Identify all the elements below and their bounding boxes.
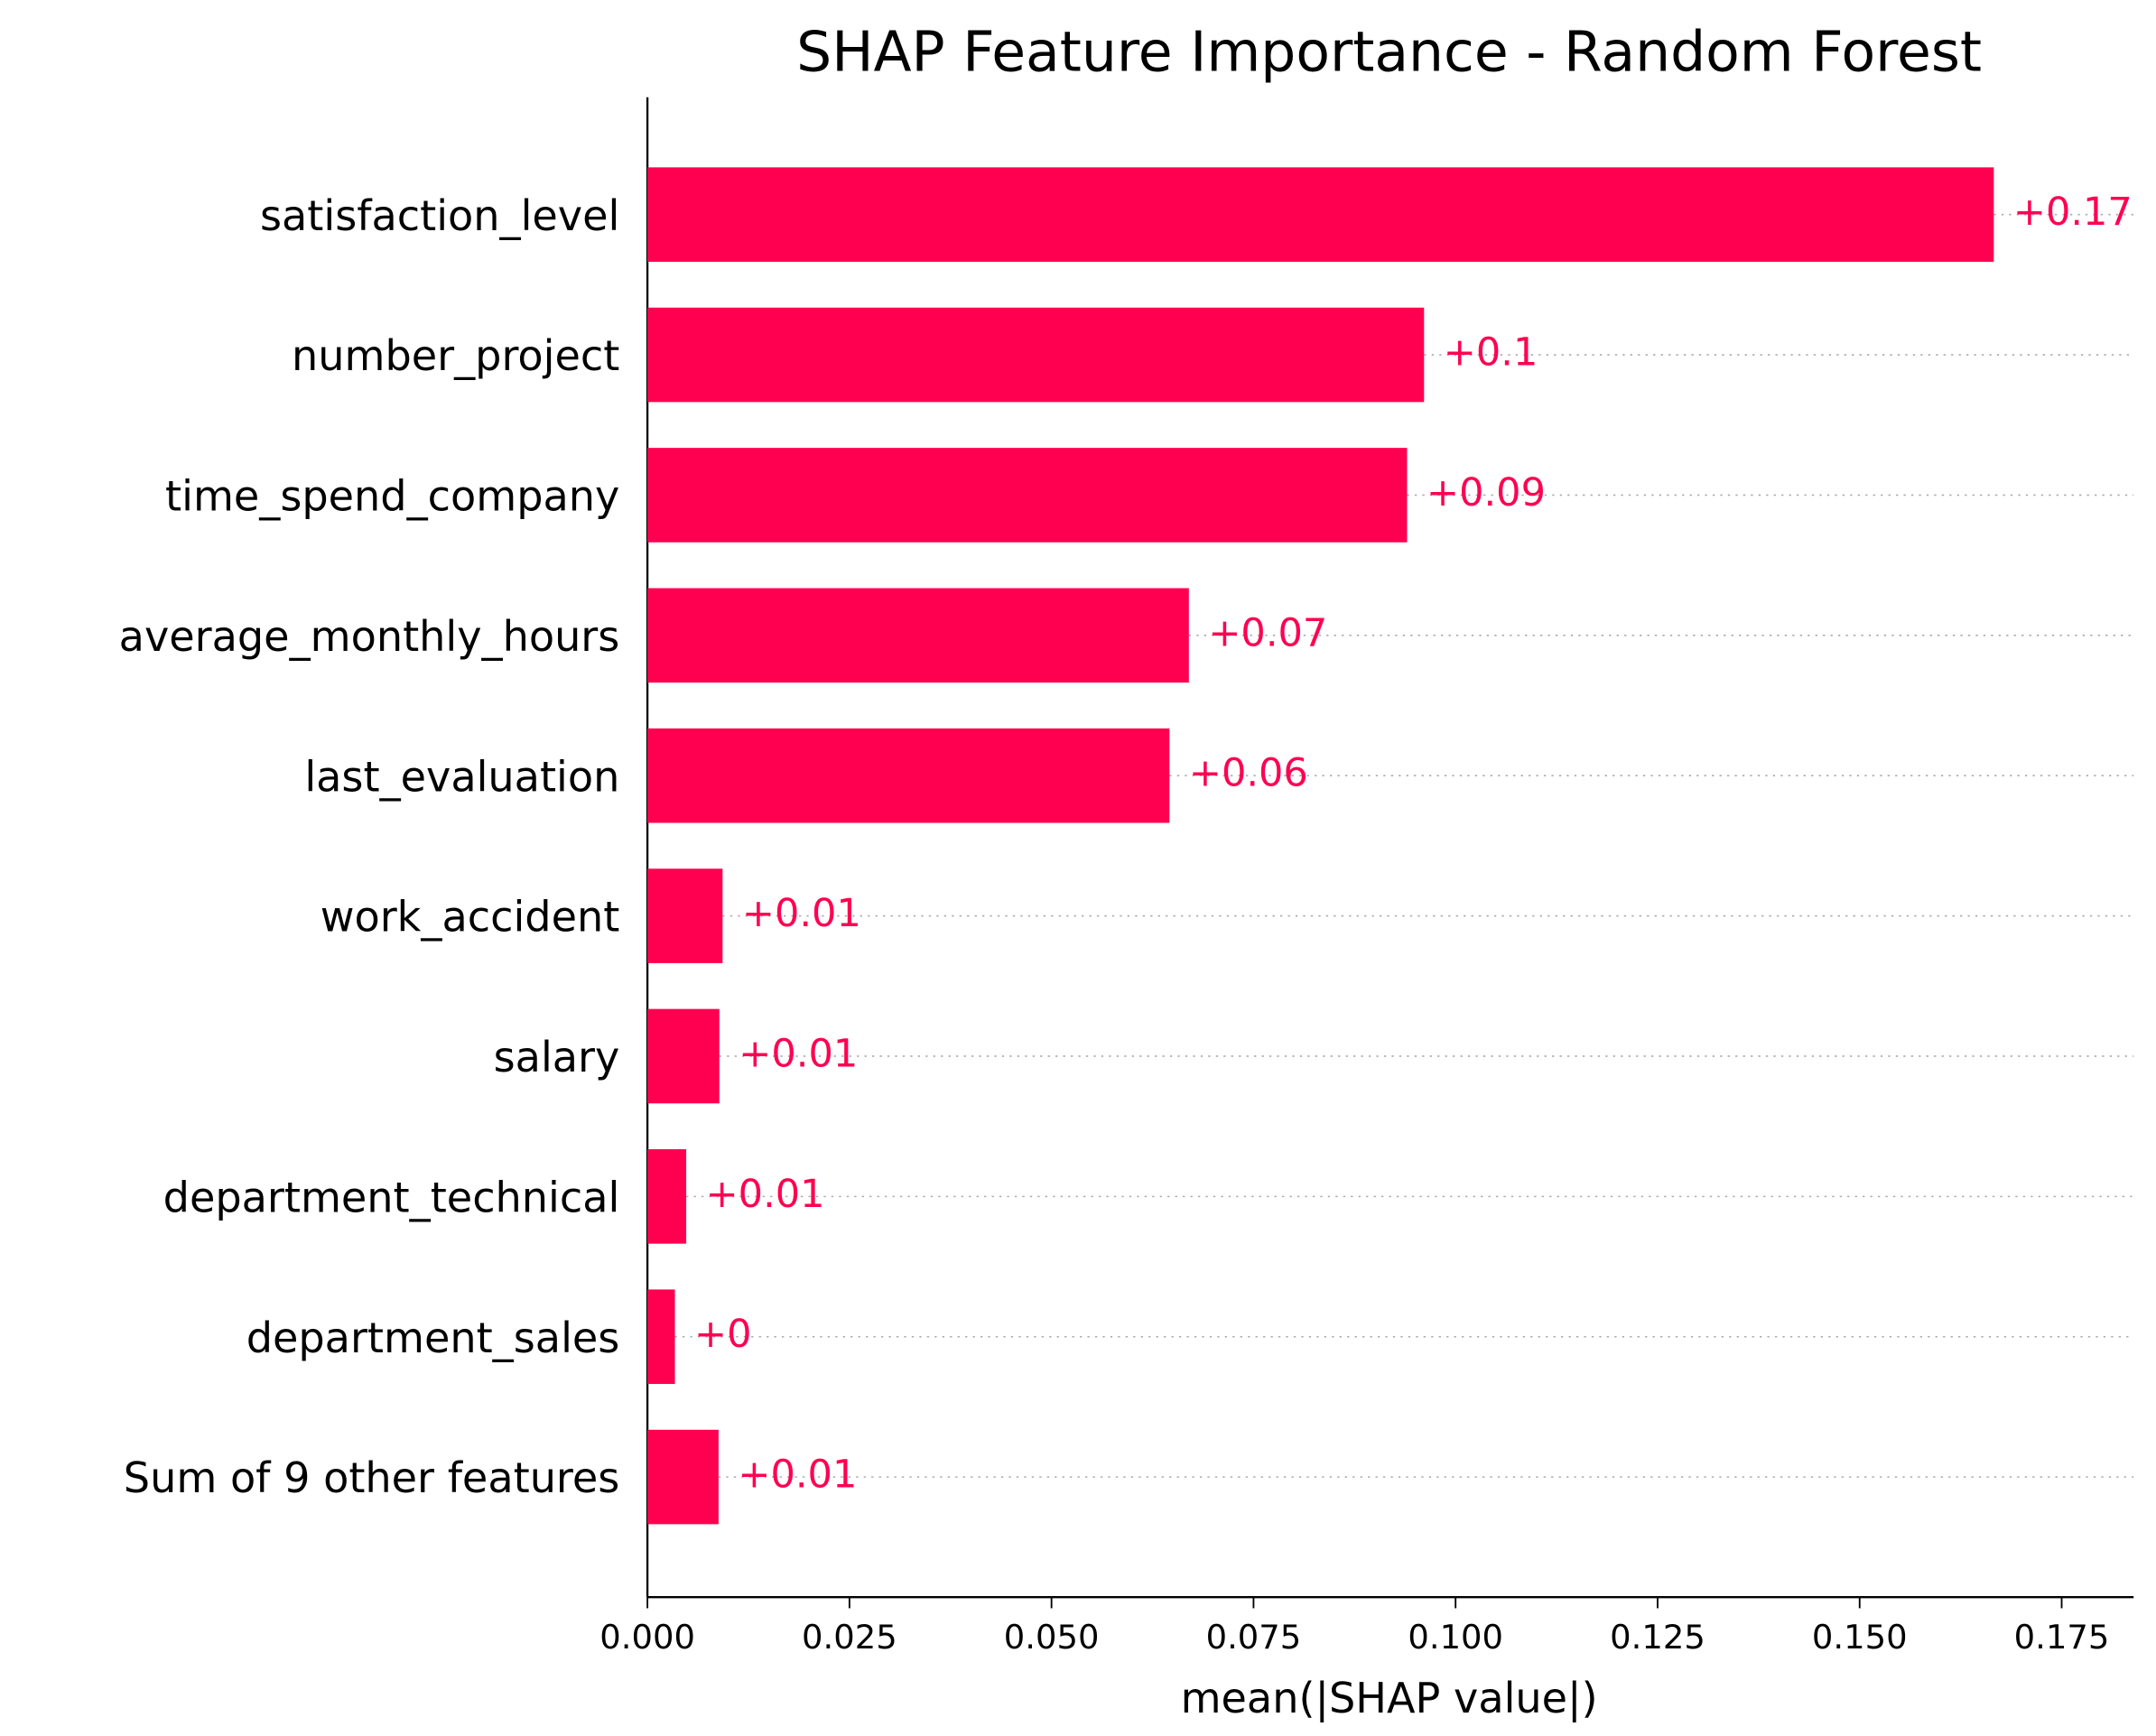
value-label: +0.09: [1426, 470, 1546, 515]
value-label: +0.06: [1189, 751, 1308, 796]
y-tick-label: department_technical: [163, 1173, 620, 1221]
x-tick-label: 0.175: [2014, 1618, 2110, 1657]
x-tick-label: 0.100: [1408, 1618, 1503, 1657]
value-label: +0.01: [739, 1031, 858, 1076]
x-tick-label: 0.150: [1812, 1618, 1908, 1657]
x-axis-label: mean(|SHAP value|): [1181, 1674, 1598, 1723]
y-tick-label: satisfaction_level: [260, 191, 619, 240]
y-tick-label: salary: [494, 1033, 620, 1082]
value-label: +0.01: [706, 1172, 825, 1217]
bar: [647, 448, 1408, 543]
y-tick-label: last_evaluation: [304, 752, 619, 801]
bar: [647, 307, 1425, 403]
y-tick-label: department_sales: [246, 1314, 620, 1362]
x-tick-label: 0.050: [1004, 1618, 1100, 1657]
y-tick-label: number_project: [292, 331, 619, 380]
y-tick-label: average_monthly_hours: [119, 612, 620, 661]
bar: [647, 1289, 675, 1385]
y-tick-label: Sum of 9 other features: [124, 1453, 620, 1502]
x-tick-label: 0.125: [1610, 1618, 1705, 1657]
value-label: +0.01: [742, 891, 861, 936]
value-label: +0.1: [1444, 330, 1538, 376]
value-label: +0.07: [1208, 610, 1327, 655]
value-label: +0.17: [2013, 190, 2133, 235]
bar: [647, 1008, 720, 1104]
y-tick-label: time_spend_company: [165, 472, 619, 521]
x-tick-label: 0.075: [1206, 1618, 1302, 1657]
value-label: +0: [694, 1312, 751, 1357]
bar: [647, 167, 1994, 262]
bar: [647, 1429, 719, 1525]
y-tick-label: work_accident: [321, 893, 620, 942]
bar: [647, 588, 1189, 683]
x-tick-label: 0.025: [802, 1618, 897, 1657]
bar: [647, 1149, 687, 1244]
bar: [647, 728, 1170, 823]
bar: [647, 868, 723, 963]
x-tick-label: 0.000: [599, 1618, 695, 1657]
chart-title: SHAP Feature Importance - Random Forest: [796, 20, 1982, 85]
value-label: +0.01: [738, 1453, 857, 1498]
